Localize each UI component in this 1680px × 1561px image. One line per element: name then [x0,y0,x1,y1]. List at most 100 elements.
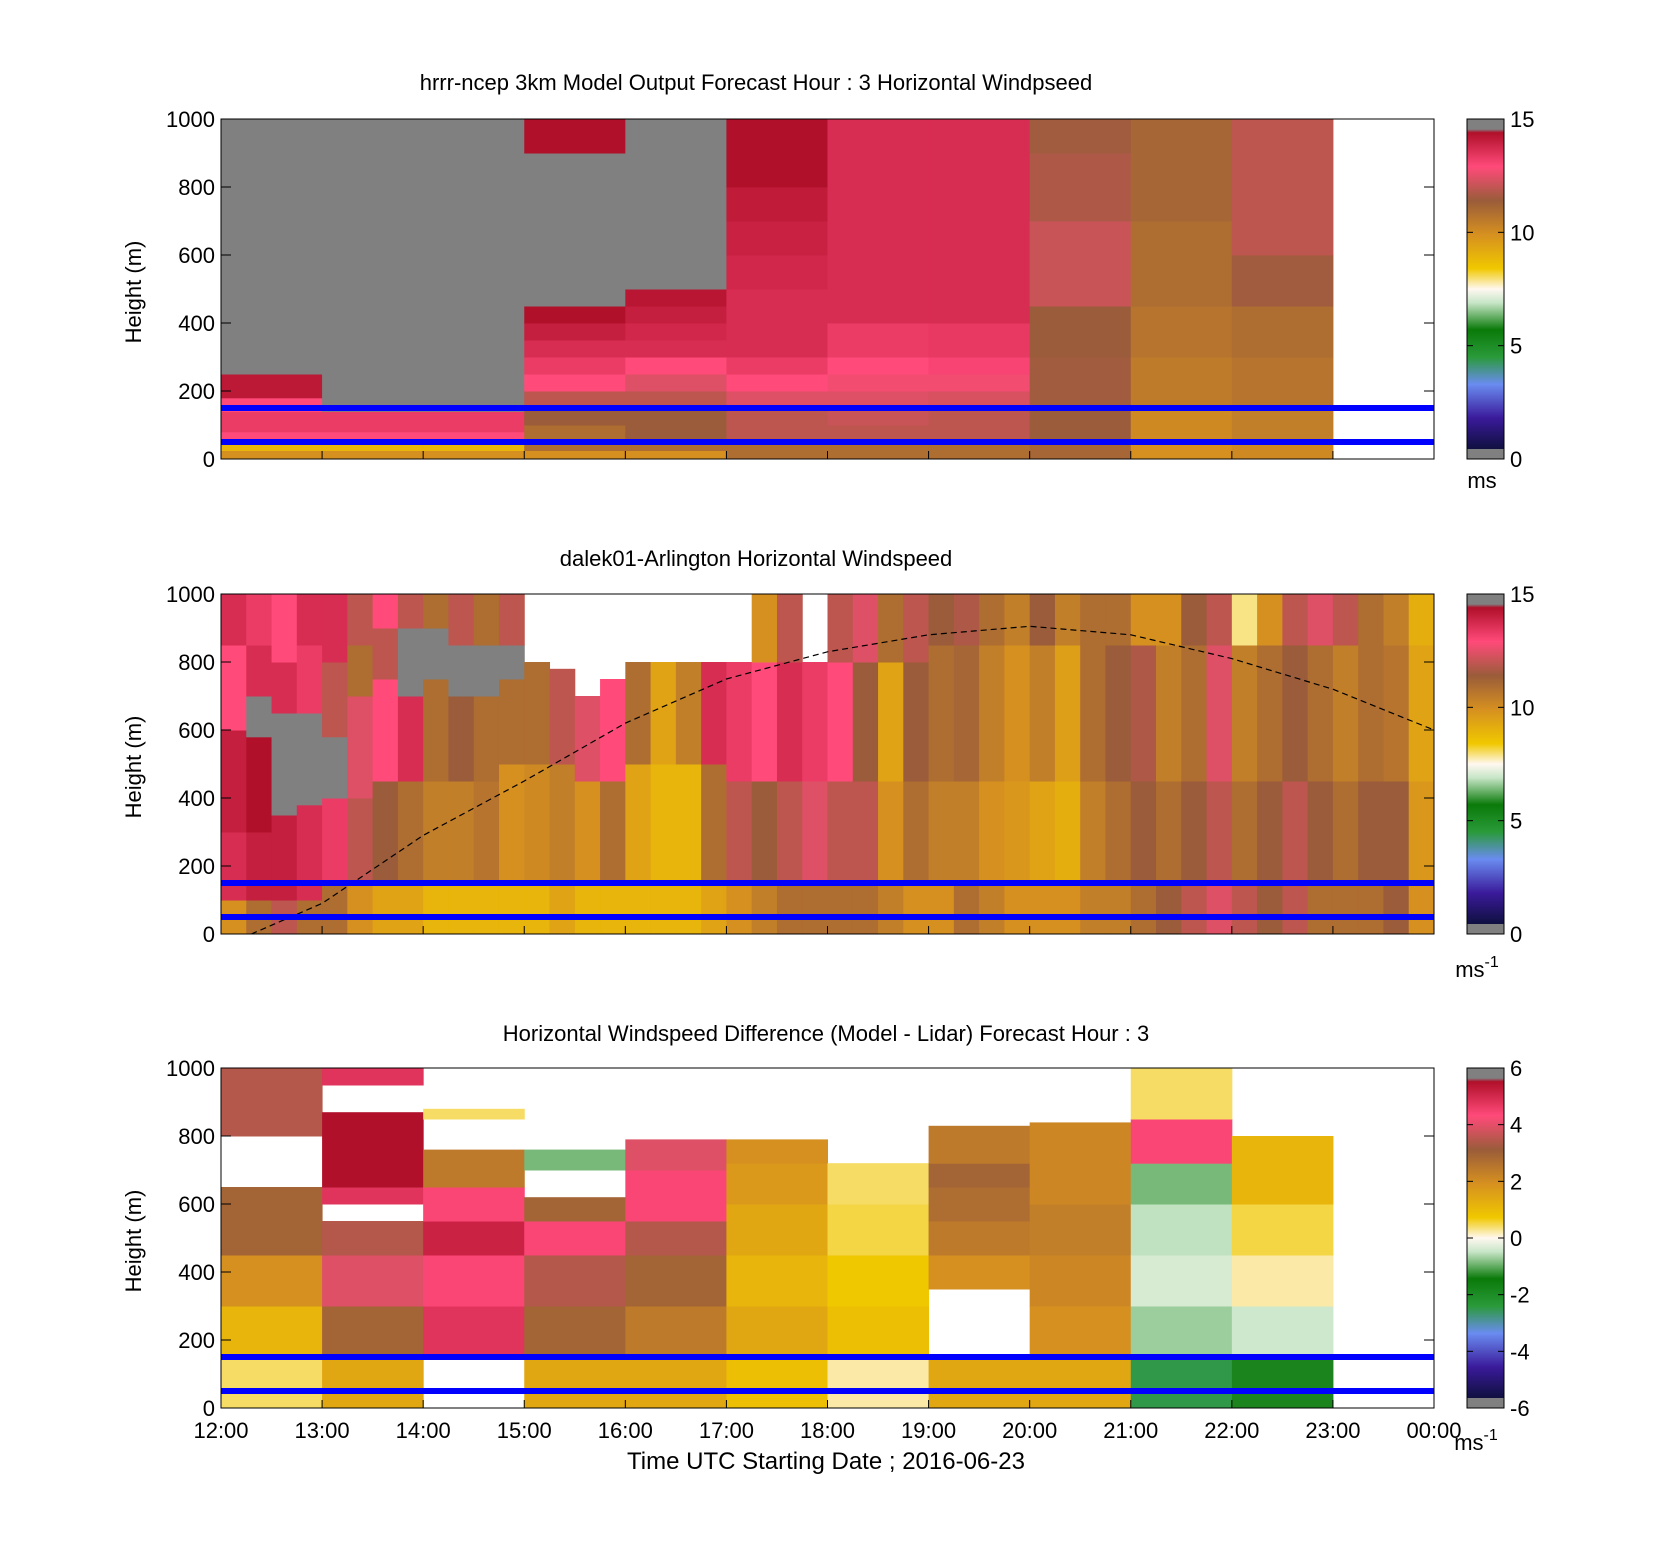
x-tick-label: 12:00 [193,1418,248,1443]
heatmap-cell [322,411,424,433]
heatmap-cell [903,594,930,663]
heatmap-cell [625,1255,727,1307]
heatmap-cell [322,736,348,799]
heatmap-cell [524,450,626,460]
heatmap-cell [221,1306,323,1358]
panel-title: Horizontal Windspeed Difference (Model -… [503,1021,1149,1046]
colorbar-unit: ms [1467,468,1496,493]
heatmap-cell [498,594,525,646]
heatmap-cell [1282,781,1309,884]
heatmap-cell [322,1221,424,1256]
heatmap-cell [1029,781,1056,884]
heatmap-cell [296,594,323,646]
colorbar-unit: ms-1 [1454,1427,1498,1455]
heatmap-cell [625,764,652,884]
heatmap-cell [1130,306,1233,358]
heatmap-cell [903,781,930,884]
heatmap-cell [625,408,727,443]
heatmap-cell [448,645,475,697]
heatmap-cell [1408,645,1435,782]
heatmap-cell [726,119,828,188]
heatmap-cell [953,594,980,646]
heatmap-cell [776,781,803,884]
heatmap-cell [726,883,753,935]
heatmap-cell [549,883,576,935]
heatmap-cell [524,391,626,409]
y-tick-label: 600 [178,1192,215,1217]
heatmap-cell [1004,883,1031,935]
x-tick-label: 00:00 [1406,1418,1461,1443]
heatmap-cell [625,306,727,324]
colorbar-tick-label: 0 [1510,922,1522,947]
heatmap-cell [1130,1306,1233,1358]
heatmap-cell [1054,594,1081,646]
heatmap-cell [827,374,930,392]
heatmap-cell [296,645,323,714]
heatmap-cell [1231,119,1334,256]
heatmap-cell [1231,594,1258,646]
heatmap-cell [1029,442,1132,460]
heatmap-cell [1307,883,1334,935]
heatmap-cell [852,781,879,884]
heatmap-cell [574,883,601,935]
heatmap-cell [1231,408,1334,443]
heatmap-cell [928,391,1031,409]
heatmap-cell [726,289,828,324]
heatmap-cell [271,713,298,816]
heatmap-cell [1307,594,1334,646]
heatmap-cell [852,883,879,935]
heatmap-cell [726,1306,828,1358]
heatmap-cell [1130,1357,1233,1409]
heatmap-cell [423,679,449,782]
heatmap-cell [347,696,374,799]
y-tick-label: 200 [178,1328,215,1353]
colorbar-tick-label: 0 [1510,447,1522,472]
heatmap-cell [1054,883,1081,935]
heatmap-cell [1307,645,1334,782]
x-tick-label: 13:00 [295,1418,350,1443]
heatmap-cell [1257,645,1283,782]
heatmap-cell [1029,1204,1132,1256]
heatmap-cell [1332,781,1359,884]
heatmap-cell [625,442,727,451]
heatmap-cell [549,668,576,765]
heatmap-cell [221,730,247,833]
heatmap-cell [827,357,930,375]
heatmap-cell [802,883,828,935]
y-axis-label: Height (m) [121,241,146,344]
heatmap-cell [625,1306,727,1358]
x-axis-ticks: 12:00 13:00 14:00 15:00 16:00 17:00 18:00 19:00… [193,1418,1461,1443]
heatmap-cell [1130,1163,1233,1205]
heatmap-cell [625,340,727,358]
heatmap-cell [448,781,475,884]
y-axis-label: Height (m) [121,1190,146,1293]
heatmap-cell [928,119,1031,324]
heatmap-cell [827,662,854,782]
heatmap-cell [1029,119,1132,154]
heatmap-cells [221,594,1435,935]
heatmap-cell [625,119,727,290]
heatmap-cell [524,1221,626,1256]
heatmap-cell [675,662,702,765]
heatmap-cell [448,883,475,935]
heatmap-cell [1130,1119,1233,1164]
heatmap-cell [397,628,424,697]
heatmap-cell [1383,594,1410,646]
y-tick-label: 400 [178,1260,215,1285]
heatmap-cell [928,357,1031,375]
x-tick-label: 22:00 [1204,1418,1259,1443]
heatmap-cell [473,696,500,782]
heatmap-cell [650,883,677,935]
heatmap-cell [751,594,778,663]
heatmap-cell [271,594,298,663]
heatmap-cell [827,425,930,443]
heatmap-cell [928,1163,1031,1188]
heatmap-cell [322,1255,424,1307]
heatmap-cell [903,662,930,782]
heatmap-cell [776,883,803,935]
heatmap-cell [1206,781,1233,884]
heatmap-cell [1181,594,1208,646]
heatmap-cell [1383,883,1410,935]
heatmap-cell [776,594,803,663]
heatmap-cell [423,1255,525,1307]
